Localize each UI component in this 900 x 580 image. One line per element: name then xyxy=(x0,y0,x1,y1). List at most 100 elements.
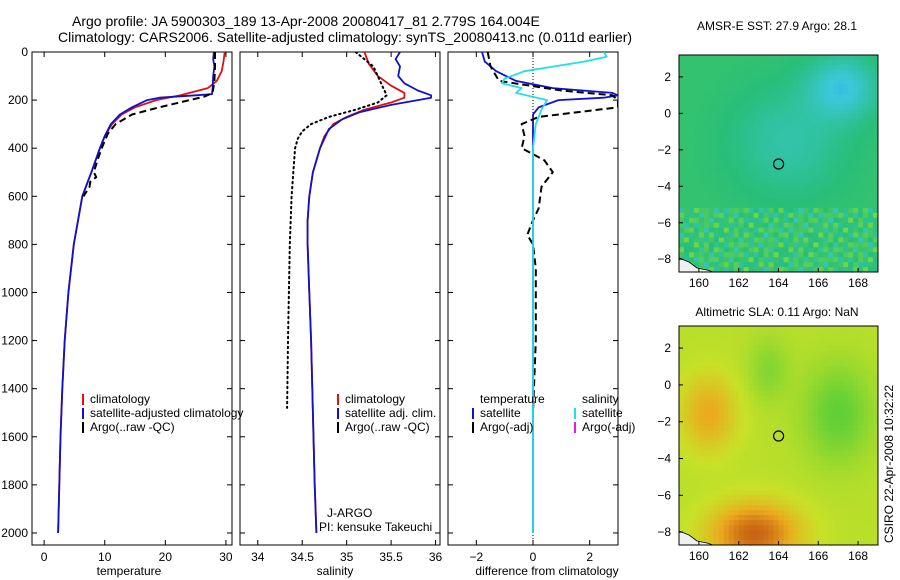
map-cell xyxy=(693,470,700,476)
map-cell xyxy=(868,158,874,164)
map-cell xyxy=(679,390,685,397)
map-cell xyxy=(748,410,755,416)
map-cell xyxy=(738,475,745,481)
map-cell xyxy=(683,84,690,90)
map-cell xyxy=(858,193,864,199)
map-cell xyxy=(808,237,814,243)
map-cell xyxy=(728,500,735,506)
map-cell xyxy=(763,173,769,179)
map-cell xyxy=(703,530,710,536)
map-cell xyxy=(738,104,745,110)
map-cell xyxy=(823,360,829,367)
map-cell xyxy=(743,370,750,377)
map-cell xyxy=(723,390,730,397)
map-cell xyxy=(858,355,864,362)
map-cell xyxy=(688,340,695,347)
map-cell xyxy=(803,460,809,466)
map-cell xyxy=(828,252,834,258)
map-cell xyxy=(748,525,755,531)
map-cell xyxy=(718,540,725,546)
map-cell xyxy=(803,198,809,204)
map-cell xyxy=(743,505,750,511)
map-cell xyxy=(748,495,755,501)
map-cell xyxy=(703,59,710,66)
map-cell xyxy=(778,435,784,441)
map-cell xyxy=(823,89,829,95)
map-cell xyxy=(748,104,755,110)
map-cell xyxy=(798,370,804,377)
map-cell xyxy=(873,257,879,263)
map-cell xyxy=(708,124,715,130)
map-cell xyxy=(853,198,859,204)
map-cell xyxy=(818,340,824,347)
map-cell xyxy=(738,163,745,169)
map-cell xyxy=(703,445,710,451)
map-cell xyxy=(863,257,869,263)
map-cell xyxy=(773,465,779,471)
map-cell xyxy=(808,138,814,145)
map-cell xyxy=(768,267,774,273)
map-cell xyxy=(693,395,700,402)
map-cell xyxy=(838,138,844,145)
map-cell xyxy=(823,99,829,105)
map-cell xyxy=(783,380,789,387)
map-cell xyxy=(798,525,804,531)
map-cell xyxy=(733,148,740,155)
map-cell xyxy=(793,460,799,466)
map-cell xyxy=(818,198,824,204)
map-cell xyxy=(798,94,804,100)
x-tick-label: 20 xyxy=(159,550,173,564)
map-cell xyxy=(713,114,720,120)
map-cell xyxy=(753,430,760,436)
map-cell xyxy=(718,252,725,258)
map-cell xyxy=(778,330,784,337)
map-cell xyxy=(873,410,879,416)
map-cell xyxy=(828,64,834,71)
map-cell xyxy=(718,104,725,110)
map-cell xyxy=(688,415,695,421)
map-cell xyxy=(863,330,869,337)
map-cell xyxy=(738,465,745,471)
map-cell xyxy=(683,355,690,362)
map-cell xyxy=(838,247,844,253)
map-cell xyxy=(713,158,720,164)
map-cell xyxy=(808,395,814,402)
map-cell xyxy=(848,335,854,342)
map-cell xyxy=(728,475,735,481)
map-cell xyxy=(768,257,774,263)
map-cell xyxy=(838,198,844,204)
map-cell xyxy=(778,355,784,362)
map-cell xyxy=(713,435,720,441)
map-cell xyxy=(708,84,715,90)
map-cell xyxy=(703,143,710,150)
map-cell xyxy=(868,84,874,90)
map-cell xyxy=(843,252,849,258)
map-cell xyxy=(693,104,700,110)
map-cell xyxy=(823,395,829,402)
map-cell xyxy=(713,390,720,397)
map-cell xyxy=(679,430,685,436)
map-cell xyxy=(838,237,844,243)
map-cell xyxy=(688,500,695,506)
map-cell xyxy=(743,530,750,536)
map-cell xyxy=(698,520,705,526)
map-cell xyxy=(758,445,764,451)
map-cell xyxy=(843,114,849,120)
map-cell xyxy=(738,173,745,179)
difference-legend: temperature satellite Argo(-adj) salinit… xyxy=(472,392,635,434)
map-cell xyxy=(788,420,794,426)
map-cell xyxy=(753,450,760,456)
map-cell xyxy=(843,207,849,214)
map-cell xyxy=(743,520,750,526)
map-cell xyxy=(688,99,695,105)
map-cell xyxy=(738,148,745,155)
map-cell xyxy=(683,148,690,155)
map-cell xyxy=(873,475,879,481)
map-cell xyxy=(783,326,789,332)
map-cell xyxy=(868,485,874,491)
map-cell xyxy=(788,395,794,402)
map-cell xyxy=(703,340,710,347)
map-cell xyxy=(738,535,745,541)
map-cell xyxy=(703,104,710,110)
map-cell xyxy=(783,335,789,342)
